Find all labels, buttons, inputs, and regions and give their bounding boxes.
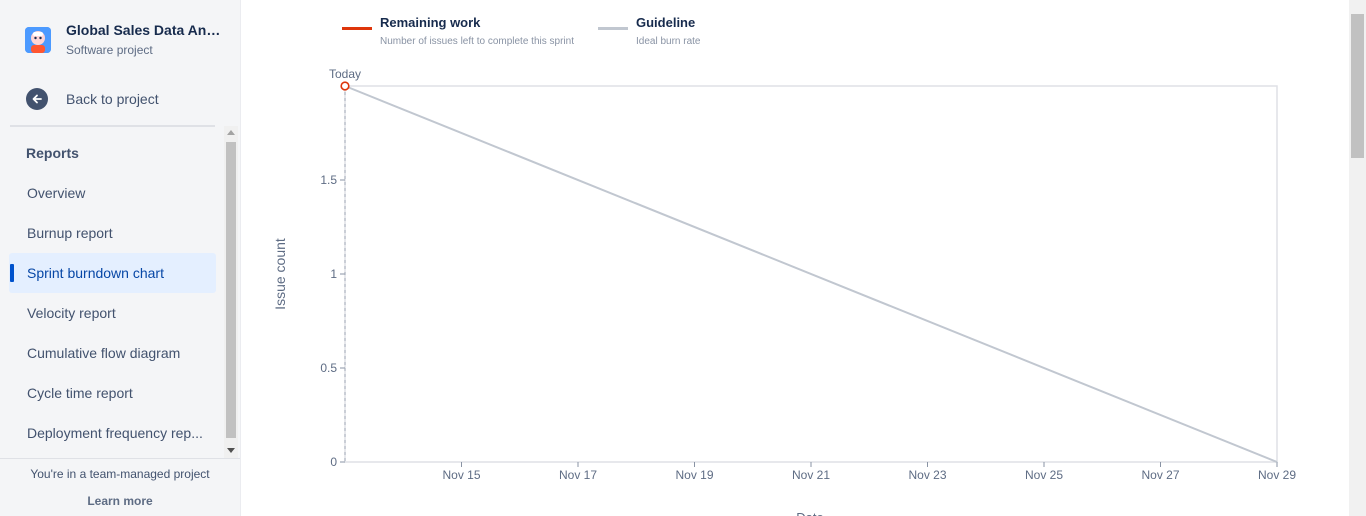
nav-item-overview[interactable]: Overview bbox=[27, 185, 86, 201]
x-tick-label: Nov 19 bbox=[675, 468, 713, 482]
back-to-project-link[interactable]: Back to project bbox=[26, 88, 159, 110]
remaining-work-swatch bbox=[342, 27, 372, 30]
x-tick-label: Nov 23 bbox=[908, 468, 946, 482]
remaining-work-point bbox=[340, 81, 350, 91]
sidebar-footer-divider bbox=[0, 458, 240, 459]
nav-scrollbar-thumb[interactable] bbox=[226, 142, 236, 438]
legend-remaining-work-desc: Number of issues left to complete this s… bbox=[380, 36, 574, 47]
scroll-up-arrow-icon[interactable] bbox=[227, 130, 235, 135]
legend-guideline-desc: Ideal burn rate bbox=[636, 36, 701, 47]
sidebar-divider bbox=[10, 125, 215, 127]
guideline-swatch bbox=[598, 27, 628, 30]
project-subtitle: Software project bbox=[66, 43, 153, 57]
page-scrollbar[interactable] bbox=[1349, 0, 1366, 516]
y-tick-label: 0.5 bbox=[320, 361, 337, 375]
nav-item-velocity-report[interactable]: Velocity report bbox=[27, 305, 116, 321]
arrow-left-icon bbox=[26, 88, 48, 110]
project-title[interactable]: Global Sales Data Anal... bbox=[66, 22, 226, 38]
page-scrollbar-thumb[interactable] bbox=[1351, 14, 1364, 158]
x-tick-label: Nov 21 bbox=[792, 468, 830, 482]
x-tick-label: Nov 17 bbox=[559, 468, 597, 482]
project-avatar-icon[interactable] bbox=[25, 27, 51, 53]
team-managed-note: You're in a team-managed project bbox=[30, 467, 210, 481]
x-tick-label: Nov 15 bbox=[442, 468, 480, 482]
reports-nav: Reports Overview Burnup report Sprint bu… bbox=[0, 133, 224, 455]
nav-item-sprint-burndown-chart[interactable]: Sprint burndown chart bbox=[9, 253, 216, 293]
y-tick-label: 0 bbox=[330, 455, 337, 469]
x-tick-label: Nov 25 bbox=[1025, 468, 1063, 482]
x-tick-label: Nov 27 bbox=[1141, 468, 1179, 482]
nav-item-deployment-frequency-report[interactable]: Deployment frequency rep... bbox=[27, 425, 203, 441]
reports-heading: Reports bbox=[26, 145, 79, 161]
today-label: Today bbox=[329, 67, 361, 81]
y-tick-label: 1 bbox=[330, 267, 337, 281]
sidebar: Global Sales Data Anal... Software proje… bbox=[0, 0, 241, 516]
y-axis-label: Issue count bbox=[272, 238, 288, 310]
learn-more-link[interactable]: Learn more bbox=[87, 494, 153, 508]
guideline-series-line bbox=[344, 85, 1278, 463]
scroll-down-arrow-icon[interactable] bbox=[227, 448, 235, 453]
nav-item-cumulative-flow-diagram[interactable]: Cumulative flow diagram bbox=[27, 345, 181, 361]
x-tick-label: Nov 29 bbox=[1258, 468, 1296, 482]
x-axis-label: Date bbox=[796, 510, 823, 516]
back-to-project-label: Back to project bbox=[66, 91, 159, 107]
report-main: Remaining work Number of issues left to … bbox=[242, 0, 1348, 516]
nav-item-burnup-report[interactable]: Burnup report bbox=[27, 225, 113, 241]
burndown-chart: 0 0.5 1 1.5 Nov 15 Nov 17 Nov 19 Nov 21 Nov 23 No… bbox=[272, 67, 1296, 516]
nav-item-cycle-time-report[interactable]: Cycle time report bbox=[27, 385, 133, 401]
y-tick-label: 1.5 bbox=[320, 173, 337, 187]
legend-guideline-title: Guideline bbox=[636, 15, 696, 30]
legend-remaining-work-title: Remaining work bbox=[380, 15, 481, 30]
nav-scrollbar[interactable] bbox=[224, 126, 238, 458]
